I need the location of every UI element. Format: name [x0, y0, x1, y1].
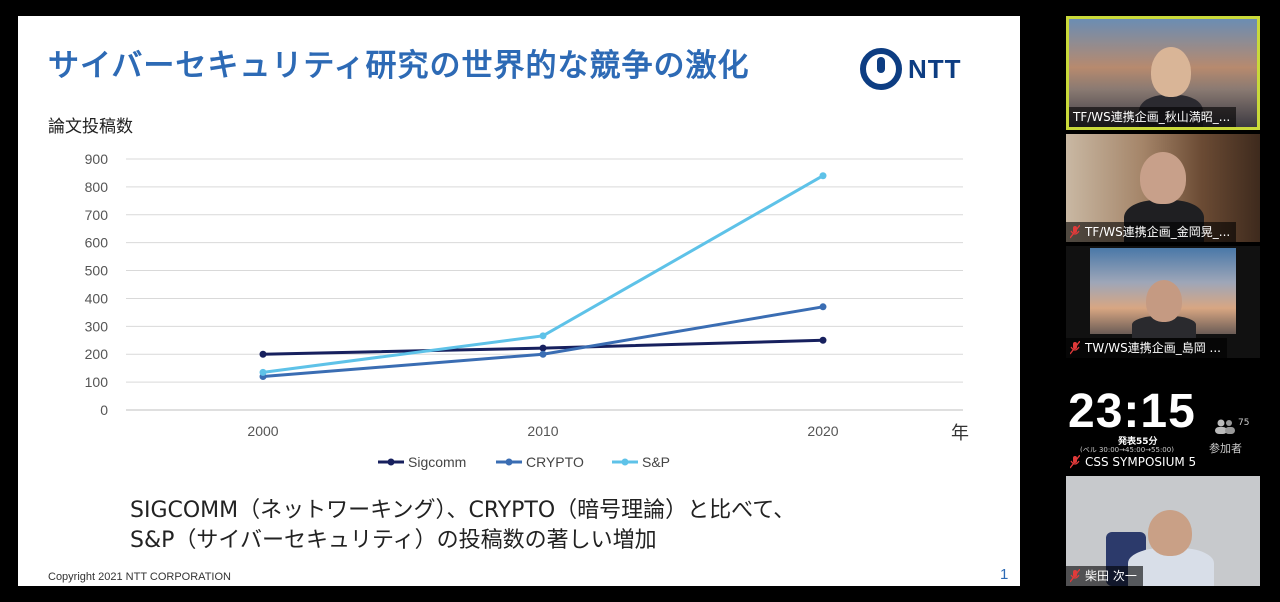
y-tick-label: 400	[85, 290, 109, 306]
series-sp	[259, 172, 827, 376]
y-tick-label: 700	[85, 207, 109, 223]
x-tick-label: 2010	[527, 423, 558, 439]
participants-label: 参加者	[1209, 442, 1242, 455]
y-tick-label: 100	[85, 374, 109, 390]
mic-muted-icon	[1070, 455, 1080, 469]
legend-label: S&P	[642, 454, 670, 470]
data-point	[819, 303, 827, 311]
caption-line-1: SIGCOMM（ネットワーキング）、CRYPTO（暗号理論）と比べて、	[130, 498, 796, 523]
y-tick-label: 300	[85, 318, 109, 334]
participant-name-label: TW/WS連携企画_島岡 ...	[1066, 338, 1227, 358]
mic-muted-icon	[1070, 225, 1080, 239]
page-number: 1	[1000, 566, 1009, 583]
participant-name-label: 柴田 次一	[1066, 566, 1143, 586]
participant-face	[1151, 47, 1191, 97]
x-tick-label: 2000	[247, 423, 278, 439]
timer-video-tile[interactable]: 23:15 発表55分 (ベル 30:00→45:00→55:00) 75 参加…	[1066, 362, 1260, 472]
y-tick-label: 500	[85, 263, 109, 279]
participant-video-tile[interactable]: TF/WS連携企画_秋山満昭_...	[1066, 16, 1260, 130]
y-tick-label: 800	[85, 179, 109, 195]
participant-face	[1148, 510, 1192, 556]
mic-muted-icon	[1070, 341, 1080, 355]
participant-video-tile[interactable]: TW/WS連携企画_島岡 ...	[1066, 246, 1260, 358]
data-point	[819, 172, 827, 180]
data-point	[539, 332, 547, 340]
chart-x-axis-label: 年	[951, 423, 969, 444]
line-chart: 0 100 200 300 400 500 600 700 800 900 2000 2010 202…	[85, 151, 969, 470]
slide-title: サイバーセキュリティ研究の世界的な競争の激化	[48, 48, 750, 84]
chart-y-axis-label: 論文投稿数	[48, 117, 133, 137]
data-point	[819, 336, 827, 344]
legend-item: S&P	[612, 454, 670, 470]
presentation-timer: 23:15	[1068, 385, 1196, 438]
y-tick-label: 200	[85, 346, 109, 362]
mic-muted-icon	[1070, 569, 1080, 583]
participant-face	[1146, 280, 1182, 322]
legend-label: Sigcomm	[408, 454, 466, 470]
legend-marker	[387, 458, 395, 466]
series-sigcomm	[259, 336, 827, 358]
x-tick-label: 2020	[807, 423, 838, 439]
y-tick-label: 0	[100, 402, 108, 418]
data-point	[539, 344, 547, 352]
caption-line-2: S&P（サイバーセキュリティ）の投稿数の著しい増加	[130, 528, 657, 553]
timer-schedule: (ベル 30:00→45:00→55:00)	[1080, 446, 1174, 454]
participant-face	[1140, 152, 1186, 204]
participant-silhouette	[1132, 316, 1196, 338]
participant-video-tile[interactable]: TF/WS連携企画_金岡晃_...	[1066, 134, 1260, 242]
legend-item: Sigcomm	[378, 454, 466, 470]
y-tick-label: 600	[85, 235, 109, 251]
y-tick-label: 900	[85, 151, 109, 167]
slide-caption: SIGCOMM（ネットワーキング）、CRYPTO（暗号理論）と比べて、 S&P（…	[130, 496, 795, 556]
legend-marker	[621, 458, 629, 466]
data-point	[259, 368, 267, 376]
participant-video-tile[interactable]: 柴田 次一	[1066, 476, 1260, 586]
legend-item: CRYPTO	[496, 454, 584, 470]
logo-text: NTT	[908, 53, 962, 84]
legend-label: CRYPTO	[526, 454, 584, 470]
legend-marker	[505, 458, 513, 466]
ntt-logo: NTT	[860, 48, 962, 90]
participant-name-label: CSS SYMPOSIUM 5	[1066, 452, 1203, 472]
timer-label: 発表55分	[1118, 437, 1158, 447]
data-point	[539, 350, 547, 358]
participants-count: 75	[1238, 418, 1250, 428]
participants-icon	[1215, 419, 1235, 434]
participant-name-label: TF/WS連携企画_秋山満昭_...	[1069, 107, 1237, 127]
participant-name-label: TF/WS連携企画_金岡晃_...	[1066, 222, 1237, 242]
presentation-slide: サイバーセキュリティ研究の世界的な競争の激化 NTT 論文投稿数 0 100 200…	[18, 16, 1020, 586]
ntt-logo-icon	[860, 48, 902, 90]
data-point	[259, 350, 267, 358]
copyright-text: Copyright 2021 NTT CORPORATION	[48, 571, 231, 583]
